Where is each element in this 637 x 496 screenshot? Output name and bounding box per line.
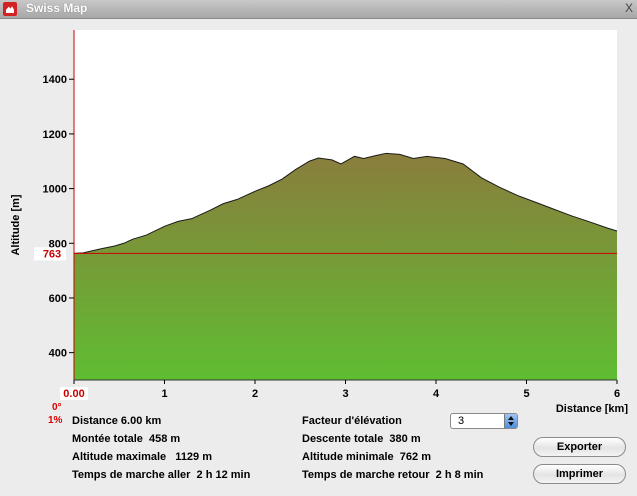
window-title: Swiss Map [26,1,88,15]
x-tick-label: 4 [433,388,440,400]
x-tick-label: 5 [523,388,529,400]
total-ascent-stat: Montée totale 458 m [72,433,181,445]
total-descent-stat: Descente totale 380 m [302,433,421,445]
elevation-factor-stepper[interactable]: 3 [450,413,518,429]
y-axis-title: Altitude [m] [10,194,22,255]
y-tick-label: 1000 [43,184,67,196]
elevation-factor-label: Facteur d'élévation [302,415,402,427]
export-button[interactable]: Exporter [533,437,626,457]
stepper-arrows-icon[interactable] [504,414,517,428]
min-altitude-stat: Altitude minimale 762 m [302,451,431,463]
y-tick-label: 1400 [43,74,67,86]
window-titlebar: Swiss Map X [0,0,637,19]
x-tick-label: 0.00 [63,388,84,400]
swiss-map-app-icon [3,2,17,16]
x-axis-title: Distance [km] [556,403,628,414]
x-tick-label: 3 [342,388,348,400]
elevation-profile-chart: 400 600 800 1000 1200 1400 763 0.00 1 2 3 4 5 6 Distan… [10,30,628,414]
distance-stat: Distance 6.00 km [72,415,162,427]
profile-window-content: 400 600 800 1000 1200 1400 763 0.00 1 2 3 4 5 6 Distan… [0,19,637,496]
x-tick-label: 6 [614,388,620,400]
reference-label-bg [34,247,66,261]
print-button[interactable]: Imprimer [533,464,626,484]
max-altitude-stat: Altitude maximale 1129 m [72,451,213,463]
y-tick-label: 400 [49,348,67,360]
elevation-line [73,152,618,254]
y-tick-label: 1200 [43,129,67,141]
x-tick-label: 2 [252,388,258,400]
reference-label: 763 [43,248,61,260]
elevation-factor-value: 3 [458,415,465,427]
y-tick-label: 600 [49,293,67,305]
slope-percent: 1% [48,415,63,426]
close-icon[interactable]: X [624,1,633,15]
y-tick-label: 800 [49,238,67,250]
walk-time-out-stat: Temps de marche aller 2 h 12 min [72,469,251,481]
walk-time-back-stat: Temps de marche retour 2 h 8 min [302,469,484,481]
x-tick-label: 1 [161,388,167,400]
x-start-label-bg [60,387,88,400]
slope-degrees: 0° [52,402,62,413]
elevation-area [74,153,617,380]
